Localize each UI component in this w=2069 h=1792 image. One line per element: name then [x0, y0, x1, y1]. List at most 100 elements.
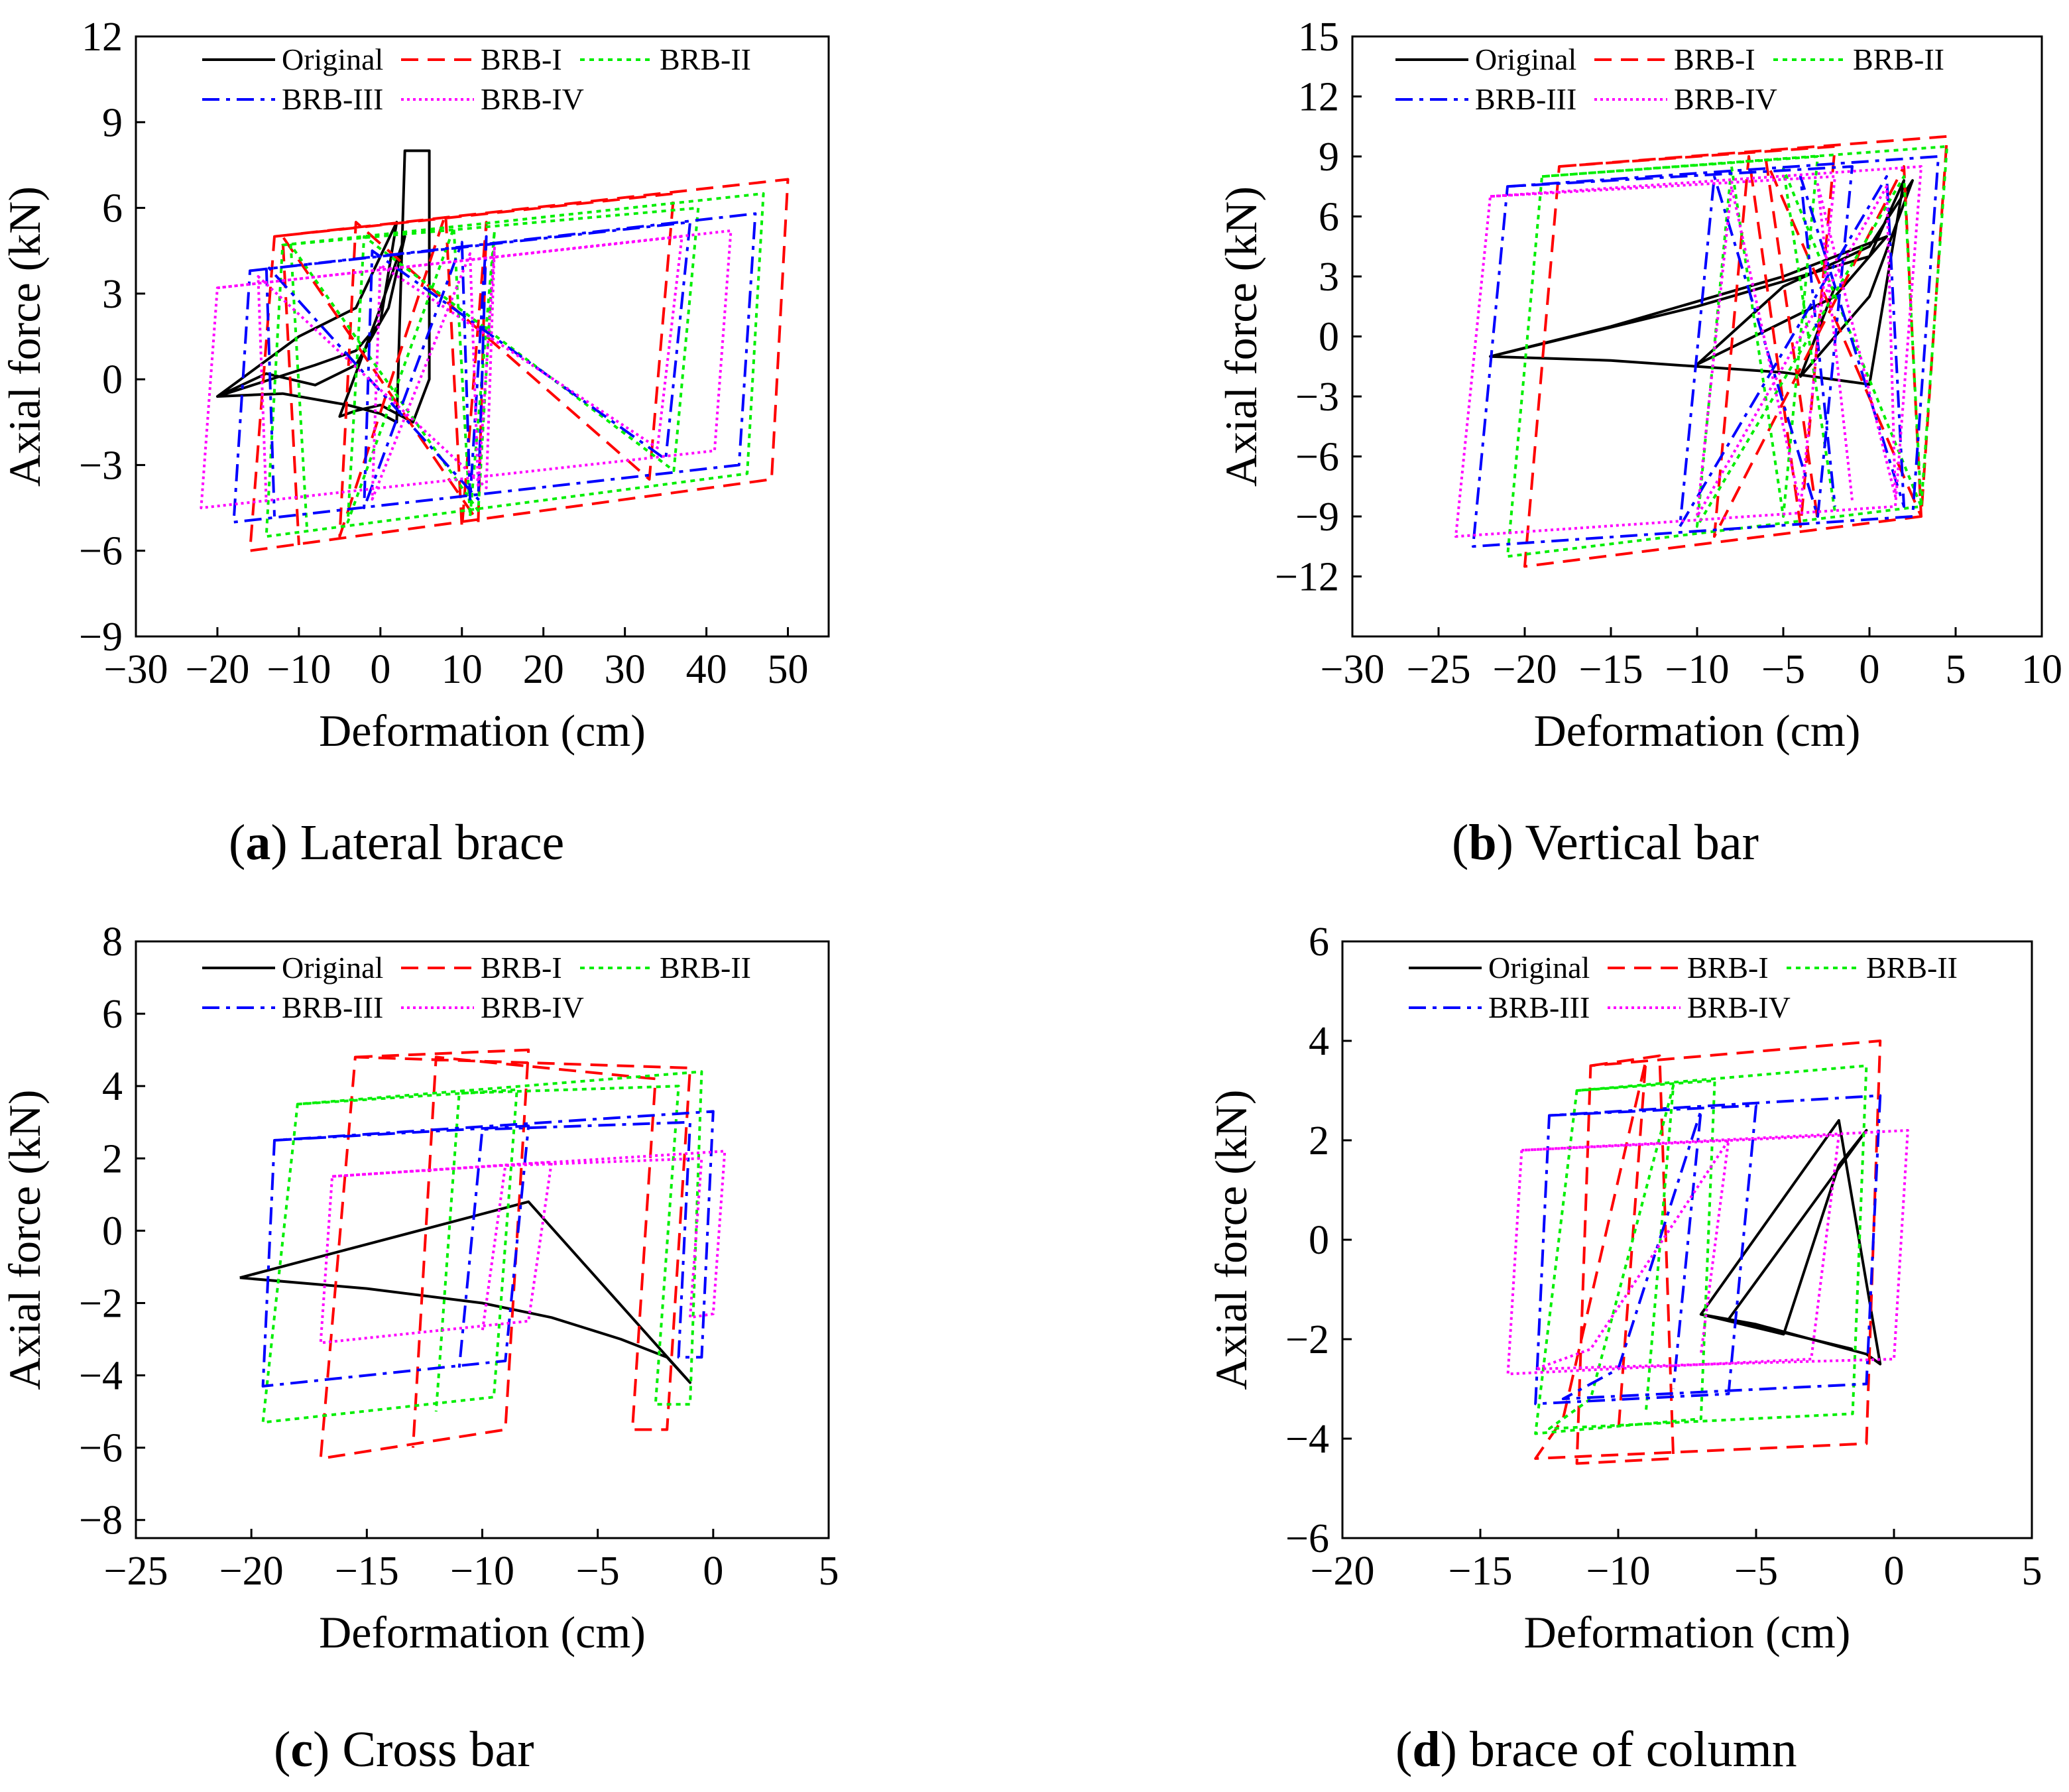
- x-tick-label: 10: [442, 647, 483, 692]
- legend-label-brb-ii: BRB-II: [660, 951, 751, 985]
- series-line-brb-iii: [1534, 1094, 1882, 1405]
- x-tick-label: −10: [266, 647, 331, 692]
- x-tick-label: 20: [523, 647, 564, 692]
- x-tick-label: −5: [576, 1549, 620, 1594]
- caption-d: (d) brace of column: [1395, 1722, 1797, 1777]
- y-tick-label: 3: [1319, 255, 1339, 300]
- y-tick-label: 8: [102, 920, 123, 965]
- y-tick-label: 9: [102, 100, 123, 145]
- y-tick-label: 2: [1309, 1118, 1329, 1164]
- x-axis-label: Deformation (cm): [319, 705, 646, 756]
- y-tick-label: 6: [1319, 195, 1339, 240]
- x-tick-label: 5: [2022, 1549, 2042, 1594]
- series-line-original: [215, 149, 431, 424]
- x-axis-label: Deformation (cm): [319, 1607, 646, 1657]
- y-tick-label: 6: [102, 992, 123, 1037]
- series-group: [200, 149, 790, 552]
- legend: Original BRB-I BRB-II BRB-III BRB-IV: [202, 951, 751, 1024]
- series-line-brb-ii: [265, 192, 765, 538]
- legend-label-brb-i: BRB-I: [481, 951, 562, 985]
- legend-label-original: Original: [282, 42, 383, 76]
- y-tick-label: 6: [102, 186, 123, 231]
- y-tick-label: −6: [79, 1426, 123, 1471]
- caption-c: (c) Cross bar: [274, 1722, 534, 1777]
- y-tick-label: −9: [79, 615, 123, 660]
- x-tick-label: −10: [450, 1549, 514, 1594]
- y-tick-label: 0: [1309, 1218, 1329, 1263]
- y-tick-label: 4: [102, 1064, 123, 1109]
- y-axis-label: Axial force (kN): [1216, 186, 1266, 487]
- plot-frame: [135, 35, 830, 638]
- y-tick-label: −6: [1285, 1516, 1329, 1561]
- legend: Original BRB-I BRB-II BRB-III BRB-IV: [1409, 951, 1958, 1024]
- y-tick-label: −2: [1285, 1317, 1329, 1362]
- x-tick-label: 0: [1860, 647, 1880, 692]
- x-tick-label: 30: [605, 647, 646, 692]
- series-line-brb-ii: [261, 1070, 703, 1424]
- legend: Original BRB-I BRB-II BRB-III BRB-IV: [1395, 42, 1944, 116]
- legend-label-brb-iii: BRB-III: [282, 82, 383, 116]
- x-tick-label: −20: [185, 647, 249, 692]
- series-line-brb-iii: [1472, 155, 1940, 548]
- legend-label-brb-i: BRB-I: [1687, 951, 1769, 985]
- caption-b: (b) Vertical bar: [1452, 815, 1759, 870]
- series-group: [1506, 1040, 1909, 1465]
- caption-a: (a) Lateral brace: [229, 815, 565, 870]
- y-tick-label: −4: [79, 1354, 123, 1399]
- legend-label-brb-ii: BRB-II: [1866, 951, 1958, 985]
- legend-label-original: Original: [282, 951, 383, 985]
- series-line-original: [1699, 1119, 1882, 1366]
- y-tick-label: 12: [1298, 75, 1339, 120]
- series-line-brb-iv: [1506, 1129, 1909, 1376]
- chart-b: −30 −25 −20 −15 −10 −5 0 5 10−12−9−6−303691215De…: [1216, 15, 2062, 756]
- x-tick-label: −30: [1321, 647, 1385, 692]
- legend-label-brb-ii: BRB-II: [660, 42, 751, 76]
- y-tick-label: 0: [102, 1209, 123, 1254]
- y-tick-label: 12: [82, 15, 123, 60]
- legend-label-brb-iii: BRB-III: [1475, 82, 1576, 116]
- series-line-brb-i: [249, 178, 790, 552]
- y-tick-label: 9: [1319, 135, 1339, 180]
- series-line-original: [239, 1200, 691, 1384]
- series-line-brb-i: [1534, 1040, 1882, 1465]
- plot-frame: [1341, 940, 2033, 1539]
- y-tick-label: −2: [79, 1281, 123, 1326]
- x-tick-label: −20: [1493, 647, 1557, 692]
- x-tick-label: −20: [1311, 1549, 1375, 1594]
- series-group: [239, 1048, 727, 1460]
- chart-c: −25 −20 −15 −10 −5 0 5−8−6−4−202468Deformation…: [0, 920, 839, 1657]
- series-line-brb-ii: [1534, 1064, 1868, 1435]
- x-tick-label: −10: [1586, 1549, 1651, 1594]
- y-tick-label: 0: [102, 357, 123, 402]
- y-tick-label: −4: [1285, 1417, 1329, 1462]
- x-tick-label: 40: [686, 647, 727, 692]
- x-tick-label: −25: [104, 1549, 168, 1594]
- x-axis-label: Deformation (cm): [1534, 705, 1861, 756]
- series-line-brb-iv: [1454, 165, 1922, 538]
- series-line-brb-iii: [261, 1110, 715, 1388]
- x-tick-label: −15: [1448, 1549, 1513, 1594]
- y-tick-label: −9: [1295, 495, 1339, 540]
- legend-label-brb-iii: BRB-III: [282, 990, 383, 1024]
- y-tick-label: −3: [1295, 375, 1339, 420]
- chart-a: −30 −20 −10 0 10 20 30 40 50−9−6−3036912Deformat…: [0, 15, 830, 756]
- series-group: [1454, 135, 1948, 568]
- legend-label-brb-i: BRB-I: [481, 42, 562, 76]
- series-line-brb-ii: [1506, 145, 1948, 558]
- y-tick-label: −3: [79, 443, 123, 488]
- y-axis-label: Axial force (kN): [0, 1089, 50, 1390]
- x-tick-label: 0: [703, 1549, 723, 1594]
- x-tick-label: −5: [1761, 647, 1805, 692]
- x-tick-label: 0: [1884, 1549, 1905, 1594]
- x-tick-label: 0: [370, 647, 390, 692]
- legend-label-brb-iv: BRB-IV: [481, 82, 584, 116]
- legend-label-brb-iv: BRB-IV: [1687, 990, 1791, 1024]
- y-tick-label: −6: [79, 529, 123, 574]
- x-tick-label: 10: [2021, 647, 2062, 692]
- x-tick-label: −30: [104, 647, 168, 692]
- y-tick-label: −6: [1295, 435, 1339, 480]
- y-tick-label: 15: [1298, 15, 1339, 60]
- x-axis-label: Deformation (cm): [1524, 1607, 1851, 1657]
